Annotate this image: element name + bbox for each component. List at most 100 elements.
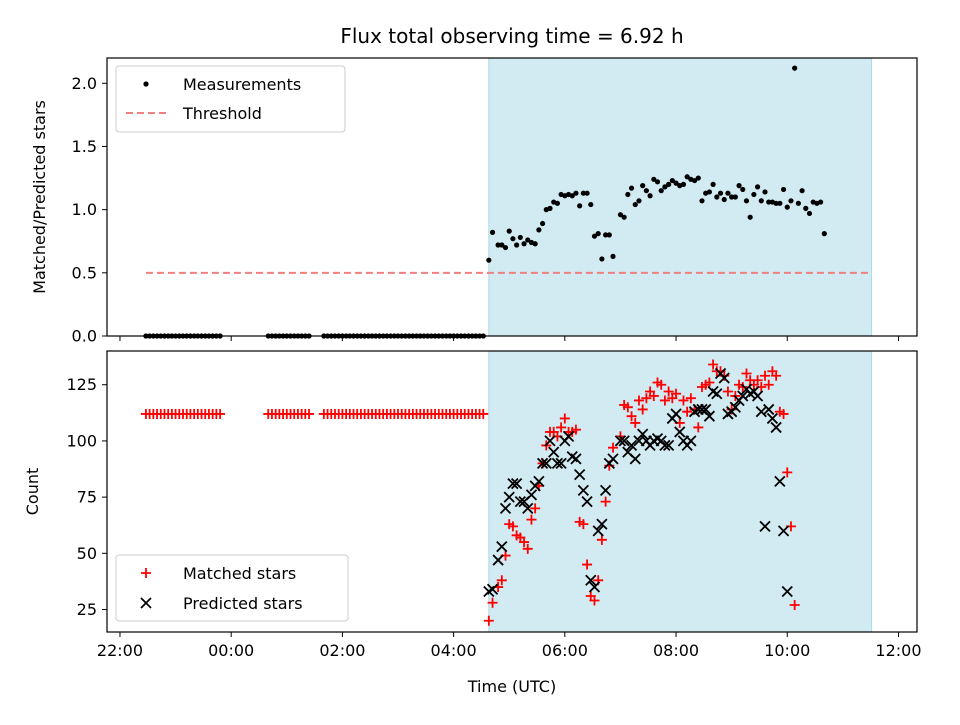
matched-star-point bbox=[641, 393, 652, 404]
predicted-star-point bbox=[774, 475, 786, 488]
matched-star-point bbox=[752, 375, 763, 386]
measurement-point bbox=[680, 181, 687, 187]
matched-star-point bbox=[530, 503, 541, 514]
matched-star-point bbox=[596, 534, 607, 545]
bottom-legend-box bbox=[115, 554, 349, 622]
measurement-point bbox=[754, 184, 761, 190]
measurement-point bbox=[714, 194, 720, 200]
top-legend-box bbox=[115, 65, 346, 133]
matched-star-point bbox=[722, 386, 733, 397]
matched-star-point bbox=[633, 395, 644, 406]
matched-star-point bbox=[630, 417, 641, 428]
measurement-point bbox=[695, 175, 701, 181]
measurement-point bbox=[799, 188, 805, 194]
predicted-star-point bbox=[555, 457, 567, 470]
predicted-star-point bbox=[510, 477, 523, 490]
measurement-point bbox=[747, 214, 753, 220]
legend-threshold-label: Threshold bbox=[182, 104, 262, 123]
predicted-star-point bbox=[711, 388, 723, 400]
measurement-point bbox=[751, 191, 757, 198]
predicted-star-point bbox=[737, 390, 749, 402]
predicted-star-point bbox=[570, 453, 582, 465]
matched-star-point bbox=[478, 408, 489, 419]
predicted-star-point bbox=[581, 495, 593, 508]
predicted-star-point bbox=[548, 446, 560, 458]
measurement-point bbox=[684, 174, 690, 180]
matched-star-point bbox=[741, 368, 752, 379]
measurement-point bbox=[658, 188, 664, 194]
predicted-star-point bbox=[755, 406, 767, 418]
predicted-star-point bbox=[770, 421, 782, 434]
predicted-star-point bbox=[596, 518, 608, 530]
xtick-label: 00:00 bbox=[208, 641, 254, 660]
top-ytick-label: 2.0 bbox=[72, 74, 97, 93]
predicted-star-point bbox=[544, 435, 556, 447]
predicted-star-point bbox=[670, 408, 682, 420]
matched-star-point bbox=[678, 395, 689, 406]
measurement-point bbox=[532, 241, 538, 247]
matched-star-point bbox=[507, 521, 518, 532]
measurement-point bbox=[766, 199, 772, 205]
bottom-ylabel: Count bbox=[23, 468, 42, 516]
top-legend: Measurements Threshold bbox=[115, 65, 346, 133]
xtick-label: 02:00 bbox=[319, 641, 365, 660]
xtick-label: 12:00 bbox=[875, 641, 921, 660]
measurement-point bbox=[521, 241, 527, 247]
predicted-star-point bbox=[525, 489, 538, 501]
measurement-point bbox=[710, 181, 716, 187]
predicted-star-point bbox=[759, 520, 771, 532]
matched-star-point bbox=[648, 390, 659, 401]
predicted-star-point bbox=[614, 435, 627, 447]
measurement-point bbox=[780, 186, 787, 193]
predicted-star-point bbox=[659, 439, 671, 452]
measurement-point bbox=[502, 244, 509, 251]
predicted-star-point bbox=[492, 554, 504, 566]
measurement-point bbox=[588, 201, 594, 208]
chart-title: Flux total observing time = 6.92 h bbox=[340, 24, 683, 48]
matched-star-point bbox=[656, 379, 667, 390]
top-ytick-label: 1.5 bbox=[72, 137, 97, 156]
bottom-ytick-label: 50 bbox=[77, 544, 97, 563]
top-ytick-label: 0.0 bbox=[72, 327, 97, 346]
legend-predicted-marker bbox=[140, 597, 152, 609]
measurement-point bbox=[736, 183, 742, 189]
matched-star-point bbox=[778, 408, 789, 419]
predicted-star-point bbox=[533, 475, 545, 488]
matched-star-point bbox=[578, 519, 589, 530]
predicted-star-point bbox=[486, 583, 499, 595]
predicted-star-point bbox=[674, 426, 686, 438]
measurement-point bbox=[795, 200, 801, 206]
measurement-point bbox=[539, 220, 546, 227]
matched-star-point bbox=[771, 370, 782, 381]
matched-star-point bbox=[760, 370, 771, 381]
measurement-point bbox=[691, 177, 698, 184]
matched-star-point bbox=[556, 422, 567, 433]
predicted-star-point bbox=[536, 457, 549, 470]
measurement-point bbox=[818, 199, 824, 205]
measurement-point bbox=[647, 193, 653, 199]
predicted-star-point bbox=[522, 502, 534, 514]
top-ylabel: Matched/Predicted stars bbox=[30, 100, 49, 294]
measurement-point bbox=[784, 204, 790, 210]
measurement-point bbox=[651, 176, 657, 182]
predicted-star-point bbox=[540, 457, 552, 470]
matched-star-point bbox=[496, 575, 507, 586]
predicted-star-point bbox=[499, 502, 512, 514]
predicted-star-point bbox=[751, 390, 764, 402]
bottom-observing-interval bbox=[488, 350, 873, 633]
measurement-point bbox=[621, 214, 627, 220]
measurement-point bbox=[606, 232, 612, 238]
measurement-point bbox=[699, 198, 705, 204]
predicted-star-point bbox=[662, 439, 675, 452]
predicted-star-point bbox=[585, 574, 597, 586]
measurement-point bbox=[584, 190, 590, 196]
top-axes-frame bbox=[106, 57, 918, 337]
matched-star-point bbox=[622, 402, 633, 413]
bottom-ytick-label: 100 bbox=[66, 431, 97, 450]
predicted-star-point bbox=[637, 428, 649, 440]
measurement-point bbox=[654, 179, 661, 185]
bottom-legend: Matched stars Predicted stars bbox=[115, 554, 349, 622]
matched-star-point bbox=[626, 411, 637, 422]
bottom-ytick-label: 75 bbox=[77, 488, 97, 507]
